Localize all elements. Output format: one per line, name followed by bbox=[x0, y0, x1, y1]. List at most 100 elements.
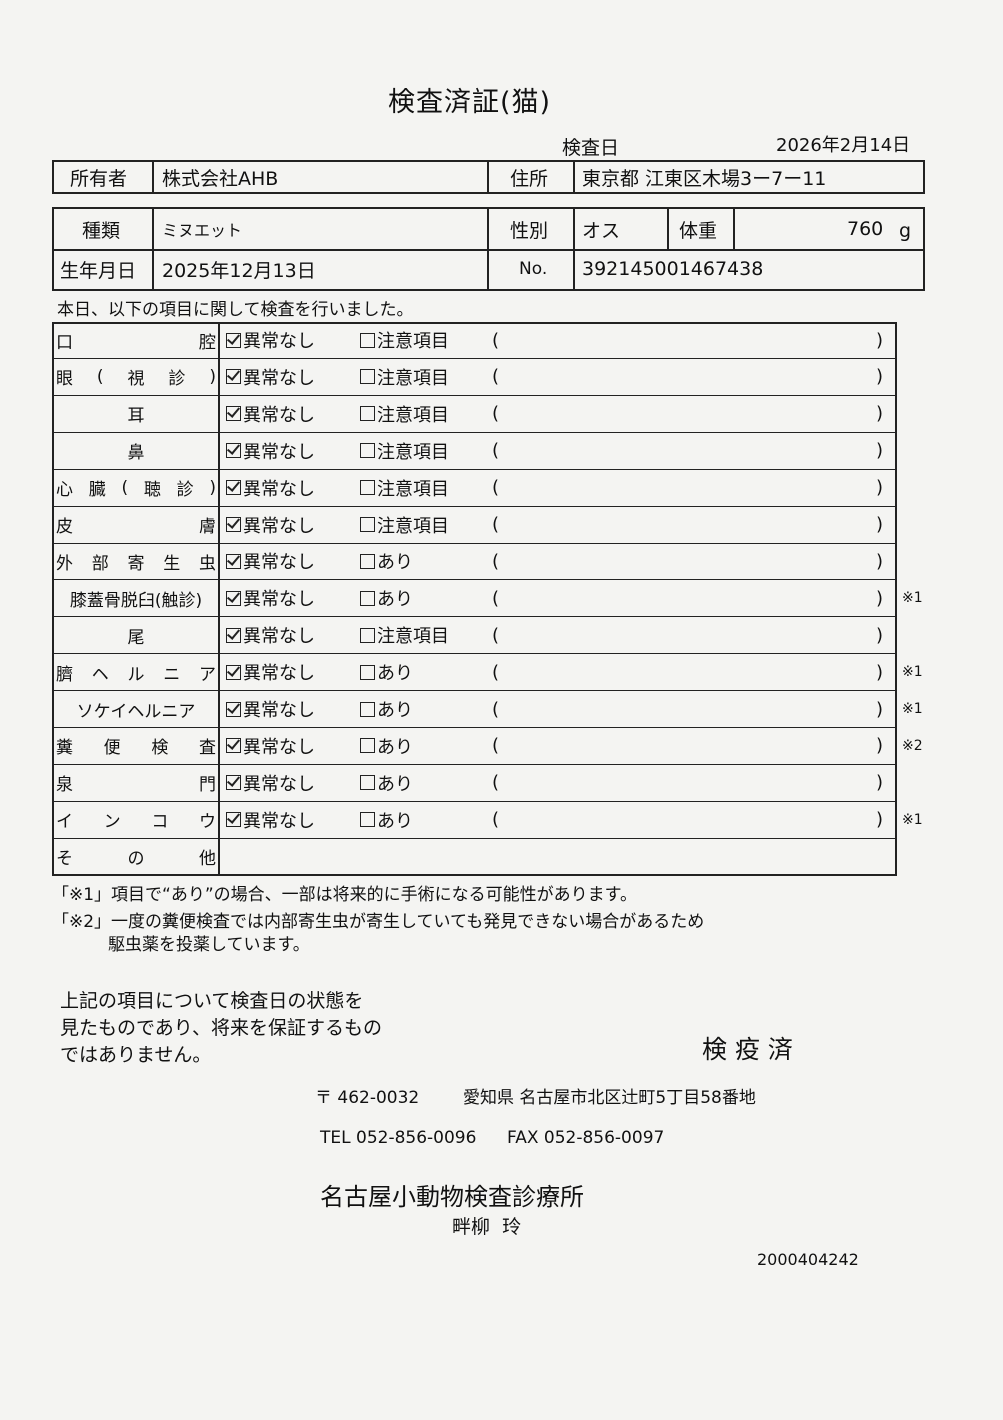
disclaimer-line: 上記の項目について検査日の状態を bbox=[60, 990, 364, 1012]
option-label: 注意項目 bbox=[377, 404, 449, 426]
item-footnote-mark: ※1 bbox=[902, 664, 923, 681]
checkbox-icon[interactable] bbox=[360, 443, 375, 459]
option-label: 異常なし bbox=[243, 478, 315, 500]
clinic-address: 愛知県 名古屋市北区辻町5丁目58番地 bbox=[463, 1088, 756, 1108]
item-label-char: 皮 bbox=[56, 517, 73, 537]
option-normal[interactable]: 異常なし bbox=[226, 728, 315, 764]
clinic-tel: TEL 052-856-0096 bbox=[320, 1128, 477, 1148]
sex-label: 性別 bbox=[510, 219, 549, 242]
option-label: 異常なし bbox=[243, 331, 315, 352]
checkbox-icon[interactable] bbox=[360, 812, 375, 828]
checkbox-icon[interactable] bbox=[360, 701, 375, 717]
option-label: あり bbox=[377, 810, 413, 832]
note-paren-close: ) bbox=[876, 661, 884, 683]
option-normal[interactable]: 異常なし bbox=[226, 765, 315, 801]
checkbox-icon[interactable] bbox=[360, 627, 375, 643]
option-normal[interactable]: 異常なし bbox=[226, 654, 315, 690]
note-paren-open: ( bbox=[492, 477, 500, 499]
note-paren-open: ( bbox=[492, 735, 500, 757]
note-paren-open: ( bbox=[492, 403, 500, 425]
option-abnormal[interactable]: 注意項目 bbox=[360, 396, 449, 432]
weight-unit: g bbox=[899, 220, 912, 242]
note-paren-open: ( bbox=[492, 514, 500, 535]
dob-label: 生年月日 bbox=[60, 259, 137, 282]
option-abnormal[interactable]: あり bbox=[360, 728, 413, 764]
item-label-char: 臓 bbox=[88, 480, 106, 501]
option-abnormal[interactable]: あり bbox=[360, 654, 413, 690]
note-paren-close: ) bbox=[876, 772, 884, 794]
address-label: 住所 bbox=[510, 167, 549, 190]
note-paren-open: ( bbox=[492, 661, 500, 683]
checkbox-checked-icon[interactable] bbox=[226, 443, 241, 459]
dob-value: 2025年12月13日 bbox=[162, 259, 316, 282]
checkbox-checked-icon[interactable] bbox=[226, 701, 241, 717]
checklist-row: 鼻 異常なし 注意項目 () bbox=[52, 433, 896, 470]
option-normal[interactable]: 異常なし bbox=[226, 396, 315, 432]
checkbox-icon[interactable] bbox=[360, 369, 375, 385]
checkbox-checked-icon[interactable] bbox=[226, 590, 241, 606]
option-normal[interactable]: 異常なし bbox=[226, 470, 315, 506]
option-label: 注意項目 bbox=[377, 331, 449, 352]
option-normal[interactable]: 異常なし bbox=[226, 691, 315, 727]
checkbox-checked-icon[interactable] bbox=[226, 627, 241, 643]
checkbox-icon[interactable] bbox=[360, 517, 375, 532]
option-normal[interactable]: 異常なし bbox=[226, 433, 315, 469]
checkbox-checked-icon[interactable] bbox=[226, 775, 241, 791]
checkbox-icon[interactable] bbox=[360, 664, 375, 680]
item-label-char: 査 bbox=[198, 738, 216, 759]
item-label: 鼻 bbox=[56, 433, 216, 469]
option-abnormal[interactable]: あり bbox=[360, 802, 413, 838]
item-label-char: 口 bbox=[56, 332, 73, 353]
option-abnormal[interactable]: 注意項目 bbox=[360, 470, 449, 506]
option-normal[interactable]: 異常なし bbox=[226, 617, 315, 653]
option-normal[interactable]: 異常なし bbox=[226, 322, 315, 358]
option-normal[interactable]: 異常なし bbox=[226, 359, 315, 395]
option-abnormal[interactable]: あり bbox=[360, 691, 413, 727]
checkbox-icon[interactable] bbox=[360, 553, 375, 569]
option-normal[interactable]: 異常なし bbox=[226, 507, 315, 543]
clinic-fax: FAX 052-856-0097 bbox=[507, 1128, 665, 1148]
exam-date-label: 検査日 bbox=[562, 137, 620, 159]
checkbox-checked-icon[interactable] bbox=[226, 812, 241, 828]
item-label: 外部寄生虫 bbox=[56, 543, 216, 579]
checkbox-icon[interactable] bbox=[360, 590, 375, 606]
option-label: あり bbox=[377, 552, 413, 574]
option-abnormal[interactable]: 注意項目 bbox=[360, 359, 449, 395]
option-abnormal[interactable]: 注意項目 bbox=[360, 617, 449, 653]
checkbox-checked-icon[interactable] bbox=[226, 480, 241, 496]
option-normal[interactable]: 異常なし bbox=[226, 580, 315, 616]
checkbox-checked-icon[interactable] bbox=[226, 332, 241, 348]
item-label: ソケイヘルニア bbox=[56, 691, 216, 727]
note-paren-close: ) bbox=[876, 587, 884, 609]
checkbox-checked-icon[interactable] bbox=[226, 738, 241, 754]
checkbox-icon[interactable] bbox=[360, 738, 375, 754]
checkbox-checked-icon[interactable] bbox=[226, 517, 241, 532]
checkbox-icon[interactable] bbox=[360, 406, 375, 422]
option-normal[interactable]: 異常なし bbox=[226, 802, 315, 838]
checkbox-icon[interactable] bbox=[360, 332, 375, 348]
option-abnormal[interactable]: あり bbox=[360, 543, 413, 579]
item-label-char: 虫 bbox=[199, 553, 216, 574]
disclaimer-line: ではありません。 bbox=[60, 1044, 212, 1066]
checkbox-checked-icon[interactable] bbox=[226, 664, 241, 680]
checklist-row: イ ン コ ウ 異常なし あり () bbox=[52, 802, 896, 839]
option-abnormal[interactable]: あり bbox=[360, 765, 413, 801]
checkbox-icon[interactable] bbox=[360, 480, 375, 496]
option-abnormal[interactable]: あり bbox=[360, 580, 413, 616]
option-normal[interactable]: 異常なし bbox=[226, 543, 315, 579]
item-label-char: ウ bbox=[198, 812, 216, 833]
item-label-char: 糞 bbox=[56, 738, 73, 759]
checkbox-checked-icon[interactable] bbox=[226, 406, 241, 422]
item-label-char: 心 bbox=[56, 480, 73, 501]
option-abnormal[interactable]: 注意項目 bbox=[360, 507, 449, 543]
checkbox-checked-icon[interactable] bbox=[226, 553, 241, 569]
checklist-row: 耳 異常なし 注意項目 () bbox=[52, 396, 896, 433]
no-value: 392145001467438 bbox=[582, 258, 764, 280]
option-label: 異常なし bbox=[243, 441, 315, 463]
checklist-row: 泉門異常なし あり() bbox=[52, 765, 896, 802]
option-abnormal[interactable]: 注意項目 bbox=[360, 322, 449, 358]
checkbox-icon[interactable] bbox=[360, 775, 375, 791]
option-label: 注意項目 bbox=[377, 441, 449, 463]
option-abnormal[interactable]: 注意項目 bbox=[360, 433, 449, 469]
checkbox-checked-icon[interactable] bbox=[226, 369, 241, 385]
